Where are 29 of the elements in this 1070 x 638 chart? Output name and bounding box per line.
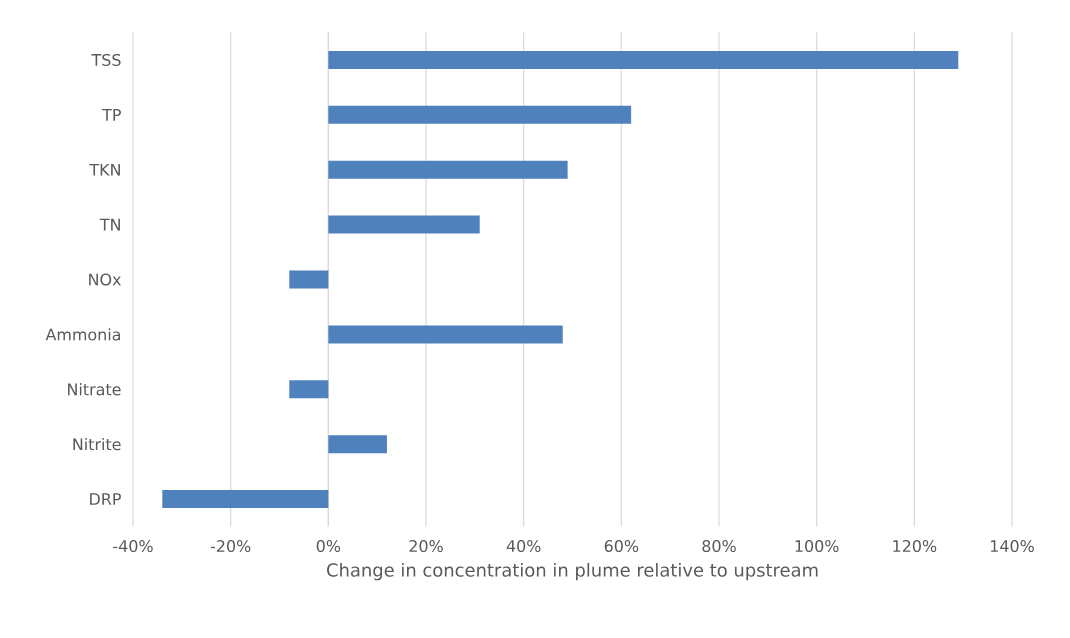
bar: [328, 160, 568, 179]
bar: [289, 270, 329, 289]
y-tick-label: Nitrite: [73, 437, 121, 451]
x-tick-label: 20%: [409, 540, 443, 553]
x-tick-label: -40%: [113, 540, 153, 553]
x-tick-label: 100%: [795, 540, 839, 553]
x-tick-label: 80%: [702, 540, 736, 553]
bar: [162, 490, 329, 509]
x-tick-label: 60%: [604, 540, 639, 553]
bar: [289, 380, 329, 399]
y-tick-label: TSS: [91, 53, 121, 66]
y-tick-label: Nitrate: [68, 383, 121, 396]
x-tick-label: 0%: [316, 540, 341, 553]
bar: [328, 50, 959, 69]
y-tick-label: DRP: [90, 493, 121, 505]
y-tick-label: TP: [102, 109, 121, 121]
bar: [328, 105, 632, 124]
y-tick-label: Ammonia: [45, 328, 121, 341]
bar: [328, 325, 563, 344]
x-axis-title: Change in concentration in plume relative to upstream: [327, 562, 818, 581]
x-tick-label: 120%: [893, 540, 937, 553]
y-tick-label: TN: [99, 218, 120, 231]
bar: [328, 215, 480, 234]
x-tick-label: 40%: [506, 540, 541, 553]
y-tick-label: NOx: [89, 273, 121, 286]
y-tick-label: TKN: [89, 163, 120, 176]
bar: [328, 435, 387, 454]
x-tick-label: 140%: [990, 540, 1034, 553]
x-tick-label: -20%: [210, 540, 251, 553]
